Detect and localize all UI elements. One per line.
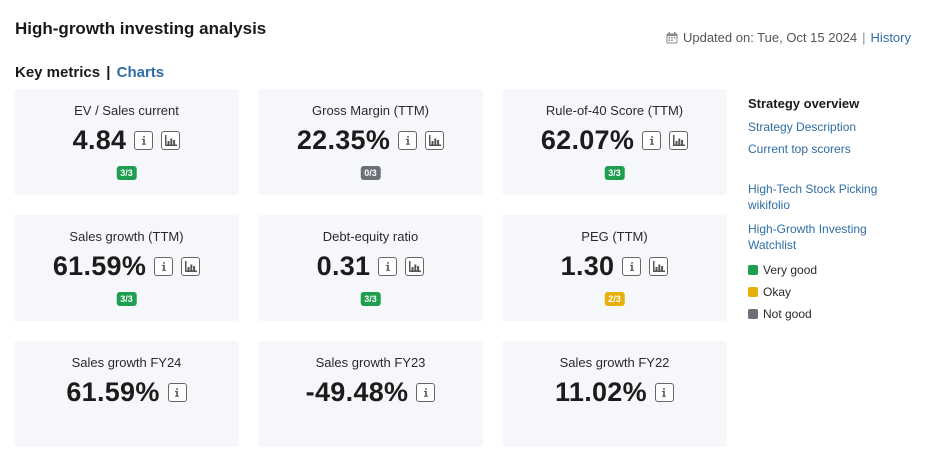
chart-icon[interactable] bbox=[669, 131, 689, 150]
metric-label: Debt-equity ratio bbox=[322, 229, 419, 244]
metric-value: 4.84 bbox=[72, 125, 127, 155]
update-info: Updated on: Tue, Oct 15 2024 | History bbox=[666, 30, 911, 45]
sidebar-title: Strategy overview bbox=[748, 96, 860, 111]
updated-text: Updated on: Tue, Oct 15 2024 bbox=[682, 30, 858, 45]
info-icon[interactable] bbox=[378, 257, 398, 276]
score-badge: 2/3 bbox=[604, 292, 625, 306]
chart-icon[interactable] bbox=[649, 257, 669, 276]
metric-label: Sales growth FY24 bbox=[71, 355, 182, 370]
info-icon[interactable] bbox=[654, 383, 674, 402]
metric-value-row: 11.02% bbox=[502, 377, 727, 408]
calendar-icon bbox=[666, 31, 678, 43]
legend-item-okay: Okay bbox=[748, 281, 928, 303]
strategy-sidebar: Strategy overview Strategy Description C… bbox=[748, 96, 928, 325]
metric-card: Sales growth (TTM) 61.59% 3/3 bbox=[14, 215, 239, 321]
metric-value-row: 1.30 bbox=[502, 251, 727, 282]
metric-value: 22.35% bbox=[296, 125, 391, 155]
metric-value: 11.02% bbox=[555, 377, 647, 407]
metric-value-row: -49.48% bbox=[258, 377, 483, 408]
legend-item-not-good: Not good bbox=[748, 303, 928, 325]
score-badge: 3/3 bbox=[116, 292, 137, 306]
legend-swatch bbox=[748, 265, 758, 275]
metric-value-row: 61.59% bbox=[14, 251, 239, 282]
watchlist-link[interactable]: High-Growth Investing Watchlist bbox=[748, 222, 867, 252]
metric-value-row: 22.35% bbox=[258, 125, 483, 156]
metric-label: Sales growth FY23 bbox=[315, 355, 426, 370]
info-icon[interactable] bbox=[398, 131, 418, 150]
page-title: High-growth investing analysis bbox=[15, 19, 267, 38]
metric-value: 61.59% bbox=[66, 377, 160, 407]
legend-label: Not good bbox=[763, 307, 812, 321]
chart-icon[interactable] bbox=[405, 257, 425, 276]
metric-value-row: 0.31 bbox=[258, 251, 483, 282]
info-icon[interactable] bbox=[167, 383, 187, 402]
metrics-grid: EV / Sales current 4.84 3/3 Gross Margin (T… bbox=[14, 89, 728, 447]
metric-value: 61.59% bbox=[52, 251, 147, 281]
legend-swatch bbox=[748, 309, 758, 319]
score-badge: 3/3 bbox=[116, 166, 137, 180]
metric-card: Gross Margin (TTM) 22.35% 0/3 bbox=[258, 89, 483, 195]
chart-icon[interactable] bbox=[425, 131, 445, 150]
metric-card: EV / Sales current 4.84 3/3 bbox=[14, 89, 239, 195]
chart-icon[interactable] bbox=[161, 131, 181, 150]
metric-value-row: 61.59% bbox=[14, 377, 239, 408]
score-badge: 0/3 bbox=[360, 166, 381, 180]
strategy-description-link[interactable]: Strategy Description bbox=[748, 120, 857, 134]
metric-card: Sales growth FY23 -49.48% bbox=[258, 341, 483, 447]
score-badge: 3/3 bbox=[360, 292, 381, 306]
legend-label: Very good bbox=[763, 263, 818, 277]
section-heading: Key metrics | Charts bbox=[15, 64, 164, 81]
info-icon[interactable] bbox=[642, 131, 662, 150]
metric-card: Sales growth FY24 61.59% bbox=[14, 341, 239, 447]
metric-value: -49.48% bbox=[305, 377, 409, 407]
charts-link[interactable]: Charts bbox=[116, 64, 165, 81]
metric-label: Rule-of-40 Score (TTM) bbox=[545, 103, 684, 118]
wikifolio-link[interactable]: High-Tech Stock Picking wikifolio bbox=[748, 182, 878, 212]
legend-swatch bbox=[748, 287, 758, 297]
info-icon[interactable] bbox=[622, 257, 642, 276]
metric-card: PEG (TTM) 1.30 2/3 bbox=[502, 215, 727, 321]
separator: | bbox=[862, 30, 866, 45]
info-icon[interactable] bbox=[154, 257, 174, 276]
metric-card: Sales growth FY22 11.02% bbox=[502, 341, 727, 447]
metric-value: 1.30 bbox=[560, 251, 615, 281]
metric-value: 0.31 bbox=[316, 251, 371, 281]
section-divider: | bbox=[106, 64, 111, 81]
metric-value-row: 4.84 bbox=[14, 125, 239, 156]
legend: Very good Okay Not good bbox=[748, 259, 928, 325]
history-link[interactable]: History bbox=[870, 30, 911, 45]
metric-value-row: 62.07% bbox=[502, 125, 727, 156]
metric-label: Gross Margin (TTM) bbox=[312, 103, 429, 118]
legend-item-very-good: Very good bbox=[748, 259, 928, 281]
score-badge: 3/3 bbox=[604, 166, 625, 180]
top-scorers-link[interactable]: Current top scorers bbox=[748, 142, 851, 156]
info-icon[interactable] bbox=[416, 383, 436, 402]
metric-label: PEG (TTM) bbox=[581, 229, 648, 244]
metric-value: 62.07% bbox=[540, 125, 635, 155]
metric-label: Sales growth (TTM) bbox=[69, 229, 184, 244]
chart-icon[interactable] bbox=[181, 257, 201, 276]
metric-label: Sales growth FY22 bbox=[559, 355, 670, 370]
metric-card: Rule-of-40 Score (TTM) 62.07% 3/3 bbox=[502, 89, 727, 195]
metric-label: EV / Sales current bbox=[74, 103, 179, 118]
key-metrics-label: Key metrics bbox=[15, 64, 101, 81]
info-icon[interactable] bbox=[134, 131, 154, 150]
metric-card: Debt-equity ratio 0.31 3/3 bbox=[258, 215, 483, 321]
legend-label: Okay bbox=[763, 285, 792, 299]
